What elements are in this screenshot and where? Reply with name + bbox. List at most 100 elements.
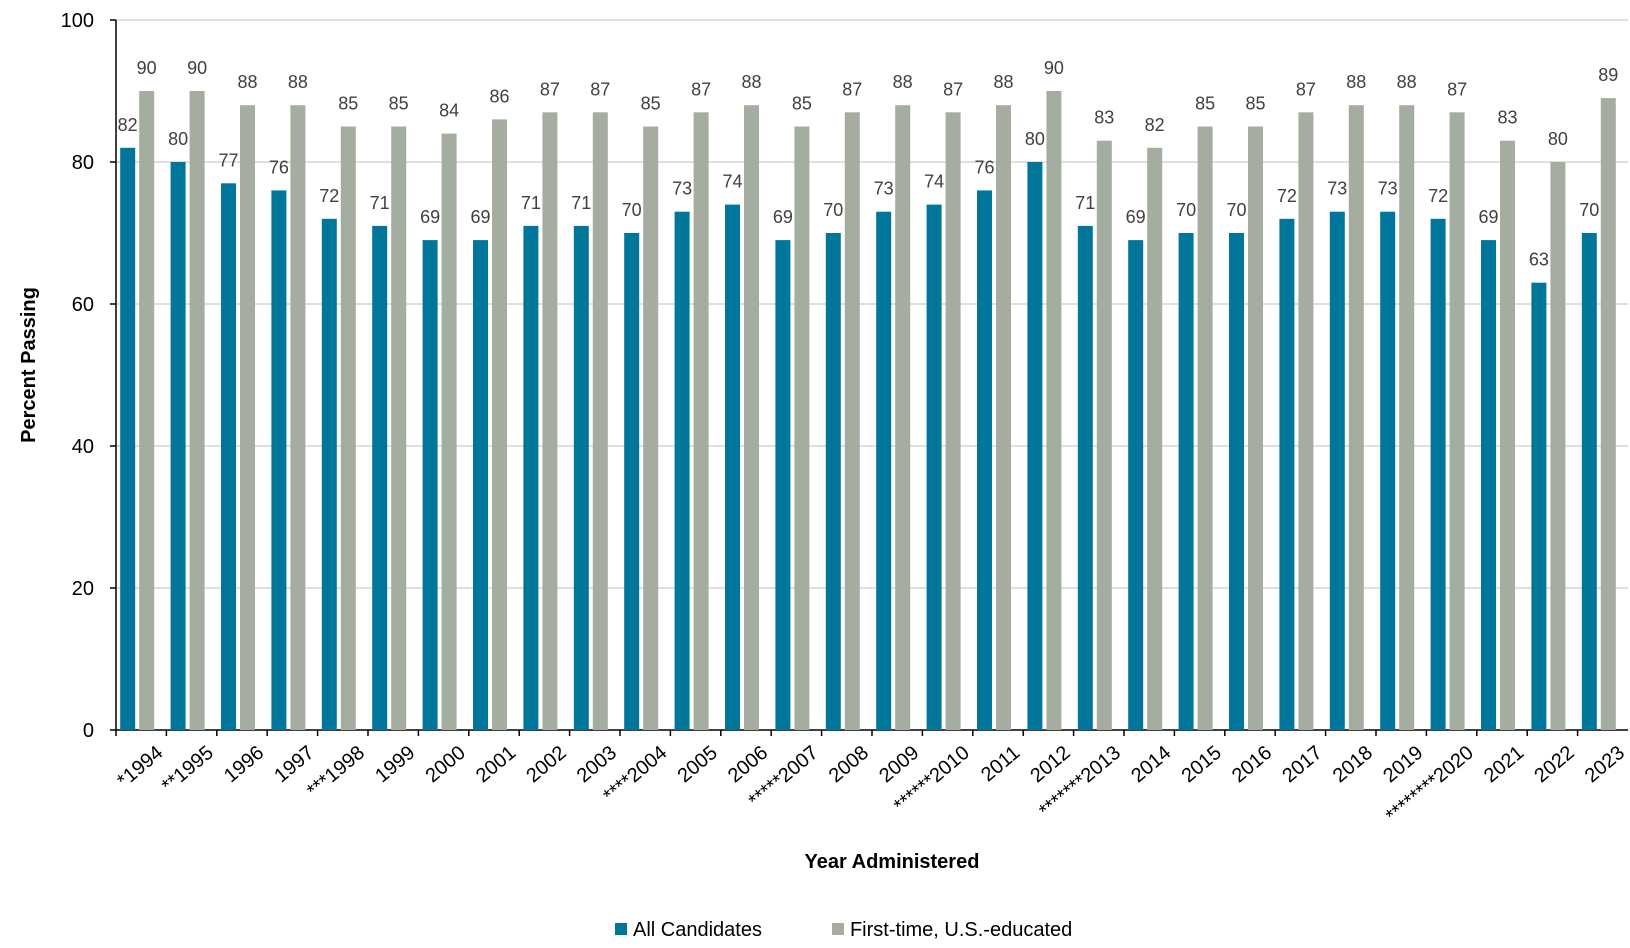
value-label: 70 — [622, 200, 642, 220]
value-label: 88 — [288, 72, 308, 92]
bar — [1581, 233, 1597, 730]
bar — [290, 105, 306, 730]
value-label: 73 — [1378, 179, 1398, 199]
bar — [945, 112, 961, 731]
value-label: 87 — [842, 79, 862, 99]
x-tick-label: 2000 — [422, 742, 470, 787]
value-label: 82 — [118, 115, 138, 135]
value-label: 87 — [691, 79, 711, 99]
value-label: 76 — [269, 157, 289, 177]
y-tick-label: 100 — [61, 10, 94, 32]
bar — [592, 112, 608, 731]
bar — [120, 147, 136, 731]
bar — [573, 225, 589, 730]
bar — [441, 133, 457, 731]
x-tick-label: 2018 — [1329, 742, 1377, 787]
x-tick-label: 1996 — [220, 742, 268, 787]
bar — [170, 162, 186, 730]
x-tick-label: 2001 — [472, 742, 520, 787]
value-label: 88 — [1346, 72, 1366, 92]
bar — [422, 240, 438, 730]
bar — [542, 112, 558, 731]
bar — [775, 240, 791, 730]
value-label: 88 — [893, 72, 913, 92]
bar — [1348, 105, 1364, 730]
x-tick-label: 2015 — [1178, 742, 1226, 787]
y-tick-label: 80 — [72, 152, 94, 174]
value-label: 82 — [1145, 115, 1165, 135]
x-tick-label: 2005 — [674, 742, 722, 787]
bar — [473, 240, 488, 730]
value-label: 83 — [1497, 108, 1517, 128]
bar — [1128, 240, 1144, 730]
x-tick-label: 2021 — [1480, 742, 1528, 787]
value-label: 74 — [924, 172, 944, 192]
value-label: 87 — [540, 79, 560, 99]
value-label: 74 — [722, 172, 742, 192]
value-label: 72 — [1428, 186, 1448, 206]
value-label: 90 — [187, 58, 207, 78]
value-label: 80 — [168, 129, 188, 149]
bar — [725, 204, 740, 731]
value-label: 85 — [1245, 94, 1265, 114]
value-label: 70 — [1226, 200, 1246, 220]
value-label: 69 — [420, 207, 440, 227]
bar — [1380, 211, 1396, 730]
value-label: 80 — [1025, 129, 1045, 149]
x-tick-label: 2022 — [1530, 742, 1578, 787]
y-tick-label: 20 — [72, 578, 94, 600]
value-label: 85 — [641, 94, 661, 114]
bar — [996, 105, 1011, 730]
value-label: 72 — [1277, 186, 1297, 206]
bar — [1500, 140, 1515, 730]
x-tick-label: 2023 — [1581, 742, 1629, 787]
bar — [1430, 218, 1446, 731]
legend-label: All Candidates — [633, 919, 762, 941]
value-label: 71 — [571, 193, 591, 213]
value-label: 86 — [489, 86, 509, 106]
bar — [1197, 126, 1213, 730]
bar — [825, 233, 841, 730]
bar — [643, 126, 659, 730]
x-tick-label: ***1998 — [303, 742, 369, 802]
bar — [391, 126, 407, 730]
bar — [340, 126, 356, 730]
value-label: 69 — [470, 207, 490, 227]
value-label: 69 — [1478, 207, 1498, 227]
bar — [1449, 112, 1465, 731]
bar — [321, 218, 337, 731]
bar — [674, 211, 690, 730]
value-label: 73 — [1327, 179, 1347, 199]
y-axis-title: Percent Passing — [18, 287, 40, 443]
value-label: 71 — [521, 193, 541, 213]
bar — [1147, 147, 1163, 731]
bar — [1178, 233, 1194, 730]
legend-swatch — [831, 923, 844, 935]
bar — [1329, 211, 1345, 730]
x-tick-label: 1999 — [371, 742, 419, 787]
bar — [221, 183, 236, 731]
x-tick-label: 2002 — [522, 742, 570, 787]
y-tick-label: 0 — [83, 720, 94, 742]
bar — [492, 119, 507, 730]
value-label: 83 — [1094, 108, 1114, 128]
bar — [744, 105, 759, 730]
x-tick-label: 2014 — [1127, 742, 1175, 787]
value-label: 69 — [1126, 207, 1146, 227]
bar — [876, 211, 892, 730]
x-axis-title: Year Administered — [805, 851, 980, 873]
value-label: 73 — [874, 179, 894, 199]
value-label: 70 — [823, 200, 843, 220]
value-label: 71 — [370, 193, 390, 213]
bar — [624, 233, 640, 730]
value-label: 72 — [319, 186, 339, 206]
bar — [794, 126, 810, 730]
bar — [977, 190, 992, 730]
value-label: 88 — [741, 72, 761, 92]
y-tick-label: 60 — [72, 294, 94, 316]
bar — [926, 204, 942, 731]
bar — [844, 112, 860, 731]
bar — [372, 225, 388, 730]
x-tick-label: 2008 — [825, 742, 873, 787]
